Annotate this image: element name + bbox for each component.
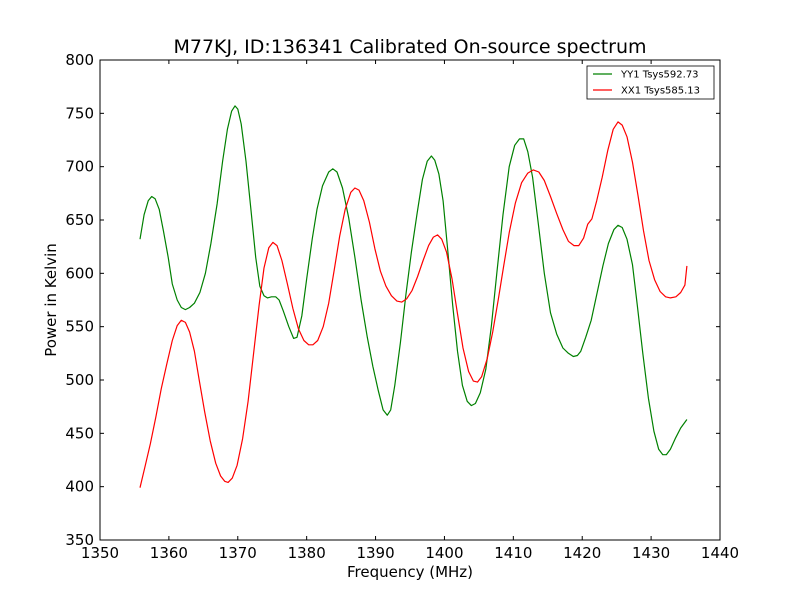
y-axis-label: Power in Kelvin: [42, 243, 60, 357]
x-tick-label: 1380: [288, 544, 326, 562]
series-line-2: [139, 121, 688, 488]
y-tick-label: 600: [65, 264, 94, 282]
x-tick-label: 1390: [356, 544, 394, 562]
y-tick-label: 750: [65, 104, 94, 122]
legend-box: [586, 65, 715, 100]
axes: 1350 1360 1370 1380 1390 1400 1410 1420 1430 1440…: [65, 51, 739, 562]
x-axis-label: Frequency (MHz): [347, 563, 473, 581]
series-line-1: [139, 105, 688, 456]
x-tick-label: 1400: [425, 544, 463, 562]
plot-frame: [99, 59, 721, 541]
x-tick-label: 1410: [494, 544, 532, 562]
y-tick-label: 500: [65, 371, 94, 389]
y-tick-label: 400: [65, 478, 94, 496]
x-tick-label: 1370: [219, 544, 257, 562]
x-tick-label: 1350: [81, 544, 119, 562]
y-tick-label: 550: [65, 318, 94, 336]
plot-lines: [139, 105, 688, 488]
y-tick-label: 700: [65, 158, 94, 176]
legend-label-2: XX1 Tsys585.13: [621, 86, 700, 97]
y-tick-label: 800: [65, 51, 94, 69]
legend: YY1 Tsys592.73 XX1 Tsys585.13: [586, 65, 715, 100]
chart-title: M77KJ, ID:136341 Calibrated On-source sp…: [173, 36, 646, 58]
y-tick-label: 350: [65, 531, 94, 549]
y-tick-label: 450: [65, 424, 94, 442]
x-tick-label: 1440: [701, 544, 739, 562]
x-tick-label: 1360: [150, 544, 188, 562]
x-tick-label: 1420: [563, 544, 601, 562]
x-tick-label: 1430: [632, 544, 670, 562]
legend-label-1: YY1 Tsys592.73: [620, 70, 699, 81]
y-tick-label: 650: [65, 211, 94, 229]
